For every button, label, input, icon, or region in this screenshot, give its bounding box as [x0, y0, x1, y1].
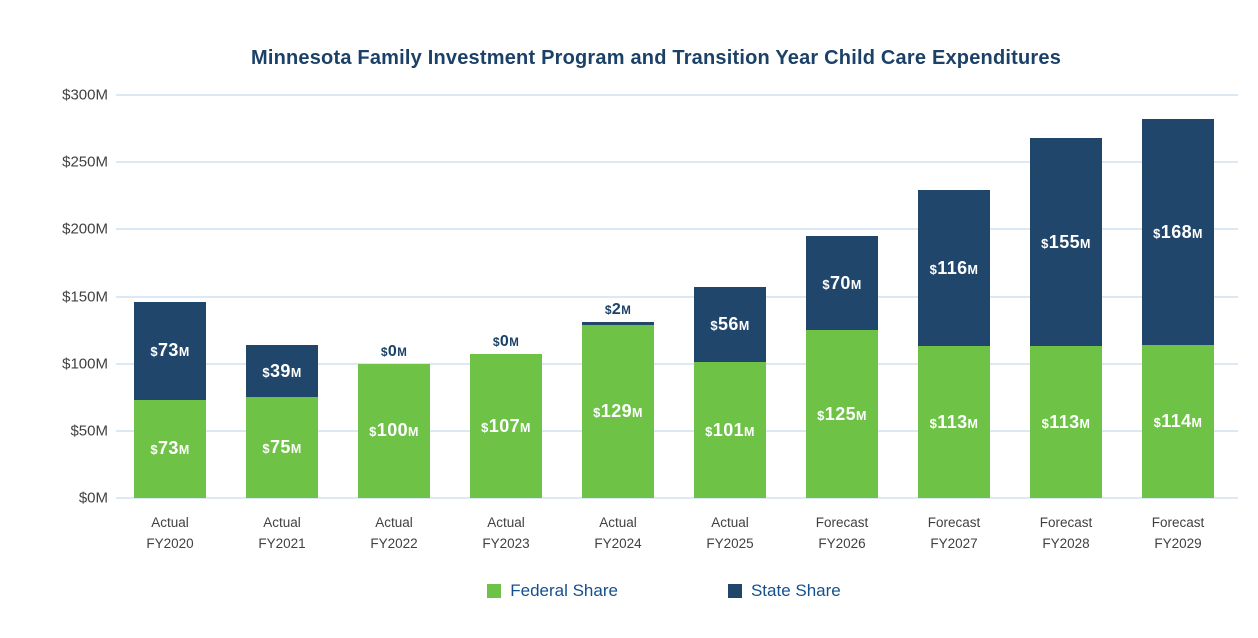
bar-fy2022: $100M $0M: [358, 343, 430, 498]
bar-fy2021: $75M $39M: [246, 344, 318, 498]
bar-segment-federal: $125M: [806, 330, 878, 498]
federal-value-label: $113M: [929, 411, 979, 432]
state-value-label: $2M: [604, 301, 632, 319]
gridline: [116, 228, 1238, 231]
plot-area: $73M $73M $75M $39M $100M $0M $107M $0M $129M $2M…: [116, 94, 1238, 499]
bar-segment-federal: $114M: [1142, 344, 1214, 498]
bar-segment-federal: $107M: [470, 354, 542, 498]
state-value-label: $39M: [262, 360, 302, 381]
state-value-label: $56M: [710, 314, 750, 335]
state-value-label: $168M: [1153, 221, 1203, 242]
x-axis-label-fy2027: Forecast FY2027: [927, 515, 981, 551]
state-value-label: $0M: [380, 342, 408, 360]
legend-label-federal-share: Federal Share: [510, 581, 618, 600]
y-tick-label: $0M: [78, 489, 108, 507]
bar-fy2026: $125M $70M: [806, 236, 878, 498]
bar-fy2025: $101M $56M: [694, 287, 766, 498]
bar-segment-state: [582, 322, 654, 325]
bar-segment-federal: $101M: [694, 362, 766, 498]
x-axis-label-fy2026: Forecast FY2026: [815, 515, 869, 551]
gridline: [116, 295, 1238, 298]
bar-segment-state: $168M: [1142, 119, 1214, 345]
y-tick-label: $300M: [62, 86, 108, 104]
x-axis-label-fy2029: Forecast FY2029: [1151, 515, 1205, 551]
x-axis-label-fy2021: Actual FY2021: [258, 515, 306, 551]
x-axis-label-fy2020: Actual FY2020: [146, 515, 194, 551]
bar-segment-state: $56M: [694, 287, 766, 363]
legend-item-federal-share: Federal Share: [487, 581, 618, 601]
federal-value-label: $73M: [150, 438, 190, 459]
state-value-label: $70M: [822, 272, 862, 293]
bar-fy2023: $107M $0M: [470, 333, 542, 498]
x-axis-label-fy2022: Actual FY2022: [370, 515, 418, 551]
bar-fy2027: $113M $116M: [918, 190, 990, 498]
y-tick-label: $200M: [62, 220, 108, 238]
bar-segment-federal: $113M: [918, 346, 990, 498]
federal-value-label: $101M: [705, 419, 755, 440]
bar-fy2024: $129M $2M: [582, 301, 654, 498]
legend: Federal Share State Share: [70, 581, 1258, 601]
federal-value-label: $129M: [593, 400, 643, 421]
federal-value-label: $114M: [1153, 410, 1203, 431]
x-axis-label-fy2023: Actual FY2023: [482, 515, 530, 551]
gridline: [116, 94, 1238, 96]
gridline: [116, 161, 1238, 164]
bar-segment-federal: $73M: [134, 399, 206, 498]
chart-title: Minnesota Family Investment Program and …: [250, 47, 1062, 69]
bar-segment-federal: $129M: [582, 324, 654, 498]
federal-value-label: $100M: [369, 420, 419, 441]
bar-segment-federal: $100M: [358, 363, 430, 498]
gridline: [116, 429, 1238, 432]
bar-fy2028: $113M $155M: [1030, 138, 1102, 498]
y-tick-label: $100M: [62, 355, 108, 373]
x-axis-label-fy2028: Forecast FY2028: [1039, 515, 1093, 551]
bar-fy2020: $73M $73M: [134, 301, 206, 498]
y-tick-label: $150M: [62, 288, 108, 305]
x-axis-label-fy2025: Actual FY2025: [706, 515, 754, 551]
state-value-label: $116M: [929, 257, 979, 278]
legend-label-state-share: State Share: [750, 581, 841, 600]
federal-value-label: $75M: [262, 437, 302, 458]
y-tick-label: $250M: [62, 153, 108, 171]
bar-segment-state: $155M: [1030, 138, 1102, 347]
state-value-label: $155M: [1041, 231, 1091, 252]
bar-segment-federal: $75M: [246, 397, 318, 498]
bar-fy2029: $114M $168M: [1142, 119, 1214, 498]
federal-value-label: $125M: [817, 403, 867, 424]
state-share-swatch: [727, 584, 742, 598]
bar-segment-state: $39M: [246, 344, 318, 398]
state-value-label: $0M: [492, 333, 520, 351]
bar-segment-state: $73M: [134, 301, 206, 400]
federal-value-label: $107M: [481, 415, 531, 436]
bar-segment-federal: $113M: [1030, 346, 1102, 498]
federal-share-swatch: [487, 584, 502, 598]
legend-item-state-share: State Share: [727, 581, 841, 601]
state-value-label: $73M: [150, 340, 190, 361]
y-tick-label: $50M: [70, 422, 108, 440]
federal-value-label: $113M: [1041, 411, 1091, 432]
bar-segment-state: $116M: [918, 190, 990, 347]
x-axis-label-fy2024: Actual FY2024: [594, 515, 642, 551]
gridline: [116, 497, 1238, 499]
bar-segment-state: $70M: [806, 236, 878, 331]
gridline: [116, 362, 1238, 365]
